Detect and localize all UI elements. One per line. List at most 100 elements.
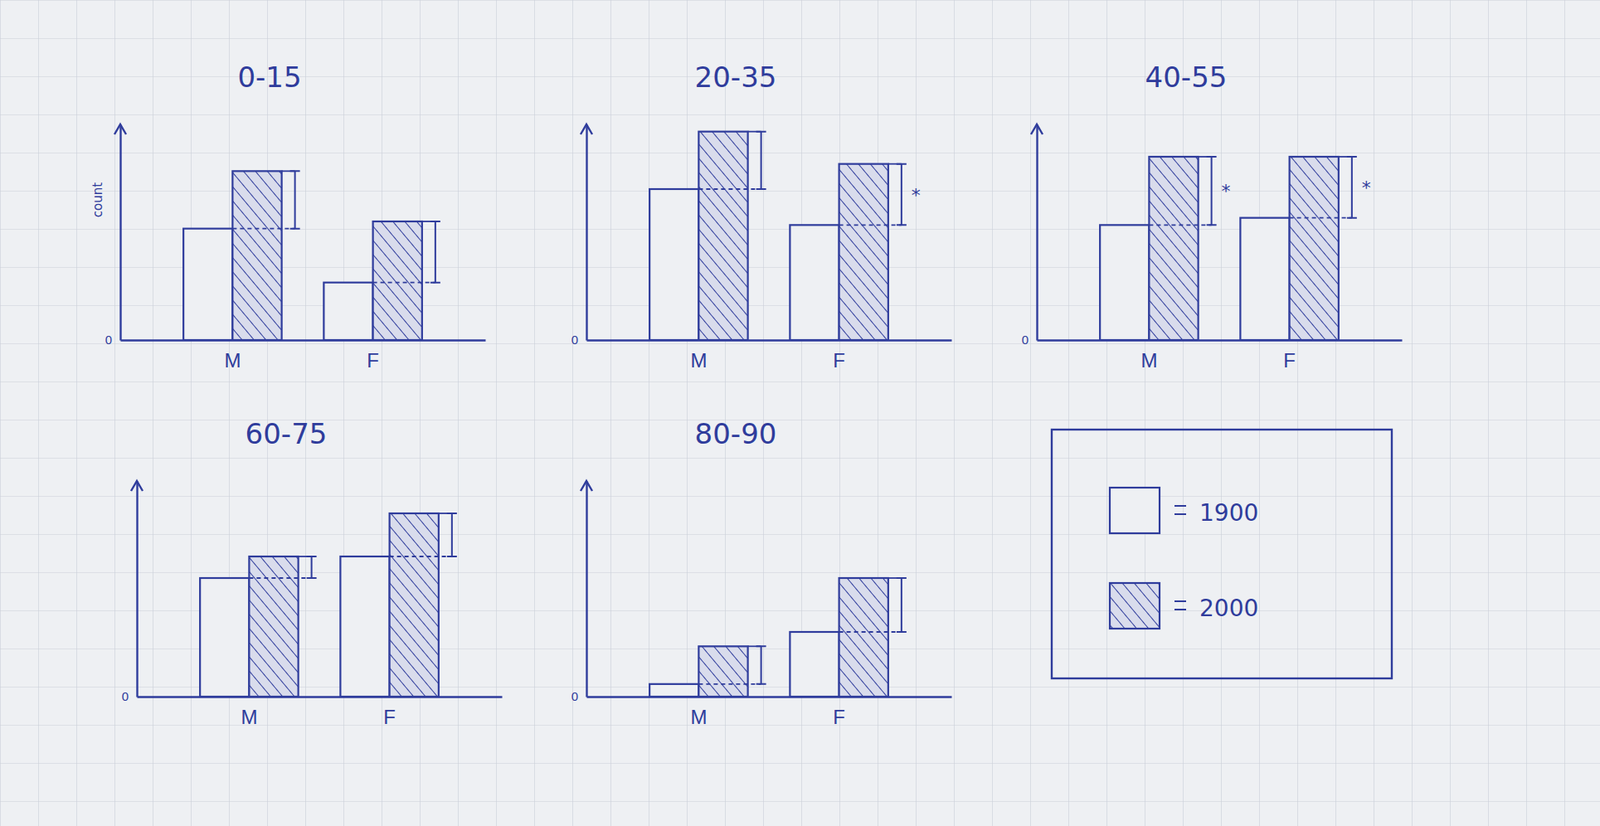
- significance-mark: *: [1361, 177, 1372, 199]
- x-axis: MF: [1037, 340, 1403, 372]
- plot-area: [649, 578, 889, 697]
- x-axis: MF: [121, 340, 487, 372]
- x-tick: M: [223, 340, 241, 372]
- y-axis-line: [585, 125, 588, 341]
- bar: [1148, 156, 1198, 341]
- x-tick: M: [240, 696, 258, 729]
- y-tick-label: 0: [105, 332, 112, 347]
- x-axis: MF: [587, 340, 953, 372]
- legend-item: 1900: [1109, 487, 1259, 534]
- reference-line: [839, 223, 902, 226]
- y-tick: 0: [105, 332, 121, 347]
- panel: **0MF40-55: [1021, 60, 1403, 372]
- annotations: *: [698, 131, 920, 226]
- difference-bracket: [896, 164, 907, 226]
- difference-bracket: [290, 170, 301, 229]
- x-tick-label: M: [240, 705, 258, 729]
- difference-bracket: [1347, 156, 1357, 219]
- y-axis-arrow: [580, 481, 593, 492]
- bar: [373, 221, 423, 341]
- y-tick: 0: [571, 689, 587, 704]
- x-tick: F: [366, 340, 380, 372]
- x-axis-line: [587, 695, 953, 698]
- bar: [199, 578, 249, 697]
- reference-line: [373, 282, 436, 284]
- plot-area: [649, 131, 889, 341]
- legend-equals: [1174, 505, 1187, 515]
- x-tick: M: [690, 696, 707, 729]
- y-tick: 0: [1021, 332, 1037, 347]
- bar: [789, 632, 839, 697]
- x-axis-line: [137, 695, 503, 698]
- annotations: [698, 578, 906, 685]
- paper-grid: [0, 0, 1600, 826]
- x-tick: F: [383, 696, 396, 729]
- bar: [340, 556, 390, 697]
- y-axis: 0: [571, 125, 588, 348]
- x-axis-line: [121, 339, 487, 341]
- bar: [1289, 156, 1339, 341]
- legend-item: 2000: [1109, 583, 1259, 629]
- x-axis: MF: [587, 696, 953, 729]
- y-axis: 0: [105, 125, 122, 348]
- difference-bracket: [1206, 156, 1217, 225]
- x-tick-label: M: [223, 349, 241, 372]
- chart-root: 0MF0-15count*0MF20-35**0MF40-550MF60-750…: [0, 0, 1600, 826]
- x-axis-line: [1037, 339, 1403, 341]
- bar: [389, 513, 439, 697]
- legend-equals: [1174, 601, 1187, 610]
- difference-bracket: [306, 556, 317, 579]
- significance-mark: *: [911, 184, 921, 206]
- bar: [839, 164, 889, 341]
- difference-bracket: [447, 513, 458, 557]
- x-tick: F: [832, 696, 846, 729]
- bar: [649, 189, 699, 341]
- legend-swatch: [1109, 583, 1160, 629]
- y-axis: 0: [121, 481, 138, 705]
- bar: [183, 228, 233, 341]
- y-tick-label: 0: [571, 689, 579, 704]
- x-tick-label: M: [690, 349, 707, 372]
- bar: [789, 224, 839, 341]
- y-axis-arrow: [131, 481, 143, 492]
- annotations: **: [1148, 156, 1371, 225]
- significance-mark: *: [1221, 180, 1231, 202]
- reference-line: [698, 683, 761, 686]
- bar: [839, 578, 889, 697]
- legend-box: [1051, 429, 1392, 679]
- y-axis: 0: [571, 481, 588, 705]
- y-tick: 0: [121, 689, 137, 704]
- y-axis-arrow: [114, 124, 127, 135]
- reference-line: [1148, 223, 1211, 226]
- difference-bracket: [756, 646, 767, 685]
- panel-title: 80-90: [695, 417, 778, 451]
- y-tick: 0: [571, 332, 587, 347]
- reference-line: [839, 631, 902, 633]
- panel: 0MF60-75: [121, 417, 503, 729]
- reference-line: [248, 577, 312, 579]
- bar: [323, 282, 373, 341]
- panel-title: 0-15: [237, 60, 302, 94]
- difference-bracket: [756, 131, 767, 190]
- plot-area: [199, 513, 439, 697]
- x-tick-label: F: [1283, 349, 1296, 372]
- x-tick-label: F: [383, 705, 396, 729]
- legend-label: 1900: [1199, 499, 1259, 527]
- y-axis-arrow: [1031, 124, 1043, 135]
- annotations: [248, 513, 457, 579]
- x-tick: F: [1283, 340, 1296, 372]
- y-axis-arrow: [580, 124, 593, 135]
- x-tick-label: F: [366, 349, 380, 372]
- difference-bracket: [896, 578, 907, 633]
- reference-line: [389, 555, 453, 558]
- legend-label: 2000: [1199, 594, 1259, 623]
- bar: [698, 646, 748, 697]
- x-tick: M: [690, 340, 707, 372]
- background: [0, 0, 1600, 826]
- panel: *0MF20-35: [571, 60, 953, 372]
- x-tick-label: M: [1140, 349, 1158, 372]
- y-axis-line: [585, 481, 588, 698]
- bar: [1099, 224, 1149, 341]
- reference-line: [232, 228, 295, 230]
- y-axis-line: [1035, 125, 1038, 341]
